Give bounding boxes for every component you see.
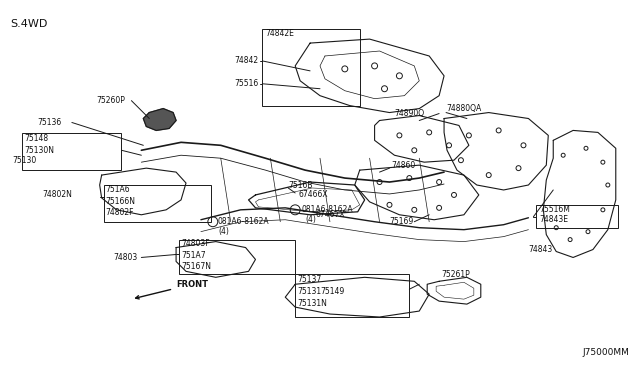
Text: 75131N: 75131N [297,299,327,308]
Text: 75131: 75131 [297,287,321,296]
Text: 74880QA: 74880QA [446,104,481,113]
Text: 75166N: 75166N [106,198,136,206]
Text: 74842E: 74842E [266,29,294,38]
Text: 75130: 75130 [12,156,36,165]
Text: 75516M: 75516M [540,205,570,214]
Text: 751A7: 751A7 [181,251,205,260]
Bar [179,240,295,274]
Text: 74803: 74803 [113,253,138,262]
Text: J75000MM: J75000MM [583,348,630,357]
Text: 74843E: 74843E [540,215,568,224]
Text: 081A6-8162A: 081A6-8162A [218,217,269,226]
Text: 7516B: 7516B [288,180,313,189]
Bar [536,205,618,228]
Text: 74860: 74860 [392,161,416,170]
Text: (4): (4) [219,227,230,236]
Text: 74843: 74843 [529,245,553,254]
Text: 75148: 75148 [24,134,49,143]
Text: 74890Q: 74890Q [394,109,424,118]
Text: 75130N: 75130N [24,146,54,155]
Bar [104,185,211,222]
Text: 081A6-8162A: 081A6-8162A [301,205,353,214]
Text: (4): (4) [305,215,316,224]
Text: 751A6: 751A6 [106,186,130,195]
Text: 75261P: 75261P [441,270,470,279]
Polygon shape [143,109,176,131]
Text: 75149: 75149 [320,287,344,296]
Text: 74803F: 74803F [181,239,210,248]
Bar [262,29,360,106]
Text: 75260P: 75260P [97,96,125,105]
Text: 75516: 75516 [234,79,259,88]
Text: 75167N: 75167N [181,262,211,271]
Text: 67467X: 67467X [315,210,345,219]
Bar [295,274,410,317]
Text: 75169: 75169 [390,217,413,226]
Text: 67466X: 67466X [298,190,328,199]
Text: 74842: 74842 [234,57,259,65]
Text: 75136: 75136 [37,118,61,127]
Text: S.4WD: S.4WD [10,19,48,29]
Text: 75137: 75137 [297,275,321,284]
Text: 74802F: 74802F [106,208,134,217]
Text: 74802N: 74802N [42,190,72,199]
Text: FRONT: FRONT [136,280,208,299]
Bar [22,134,122,170]
